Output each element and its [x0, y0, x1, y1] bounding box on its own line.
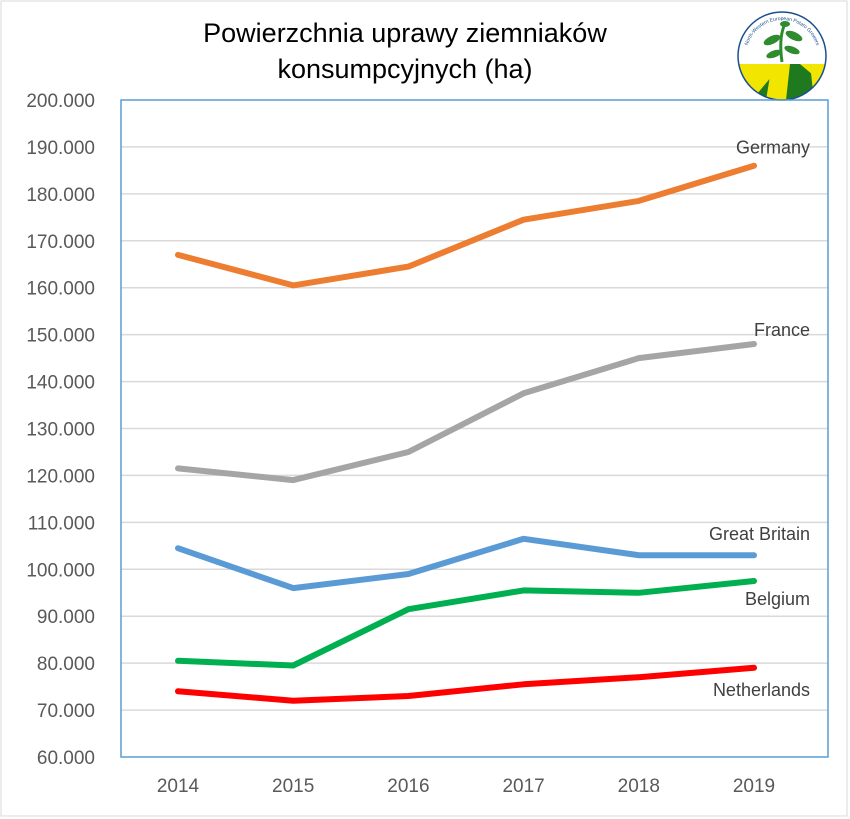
x-axis: 2014 2015 2016 2017 2018 2019 — [157, 776, 775, 797]
y-tick-label: 180.000 — [26, 185, 95, 206]
y-tick-label: 60.000 — [37, 748, 95, 769]
plot-area-border — [120, 99, 829, 758]
series-line-netherlands — [175, 664, 757, 704]
x-tick-label: 2019 — [733, 776, 775, 797]
chart-title-line-1: Powierzchnia uprawy ziemniaków — [203, 18, 607, 48]
series-line-france — [175, 341, 757, 484]
y-tick-label: 190.000 — [26, 138, 95, 159]
y-tick-label: 80.000 — [37, 654, 95, 675]
y-tick-label: 150.000 — [26, 326, 95, 347]
x-tick-label: 2015 — [272, 776, 314, 797]
y-tick-label: 120.000 — [26, 466, 95, 487]
series-line-germany — [175, 162, 757, 289]
y-tick-label: 160.000 — [26, 279, 95, 300]
series-label-france: France — [754, 320, 810, 340]
y-tick-label: 200.000 — [26, 91, 95, 112]
series-line-belgium — [175, 578, 757, 669]
x-tick-label: 2014 — [157, 776, 200, 797]
y-tick-label: 110.000 — [28, 513, 95, 534]
series-label-germany: Germany — [736, 138, 810, 158]
y-tick-label: 170.000 — [26, 232, 95, 253]
x-tick-label: 2018 — [618, 776, 660, 797]
x-tick-label: 2017 — [502, 776, 544, 797]
y-tick-label: 90.000 — [37, 607, 95, 628]
series-lines — [175, 162, 757, 704]
x-tick-label: 2016 — [387, 776, 429, 797]
y-axis: 60.000 70.000 80.000 90.000 100.000 110.000 12… — [26, 91, 95, 769]
series-label-netherlands: Netherlands — [713, 680, 810, 700]
series-label-great-britain: Great Britain — [709, 524, 810, 544]
series-label-belgium: Belgium — [745, 589, 810, 609]
grid-lines — [121, 146, 828, 711]
chart-title-line-2: konsumpcyjnych (ha) — [277, 54, 532, 84]
y-tick-label: 100.000 — [26, 560, 95, 581]
series-labels: Germany France Great Britain Belgium Netherl… — [709, 138, 810, 700]
y-tick-label: 70.000 — [37, 701, 95, 722]
series-line-great-britain — [175, 535, 757, 592]
y-tick-label: 140.000 — [26, 373, 95, 394]
y-tick-label: 130.000 — [26, 420, 95, 441]
